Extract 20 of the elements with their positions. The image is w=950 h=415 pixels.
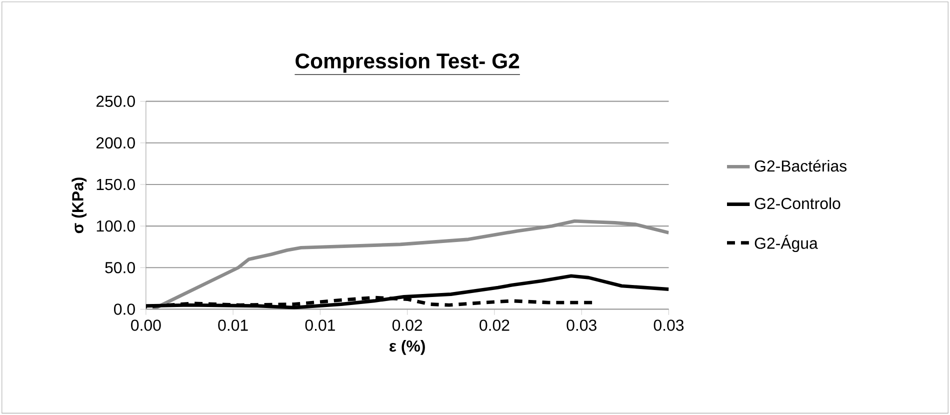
y-tick-label: 100.0: [96, 220, 135, 232]
y-tick-label: 250.0: [96, 96, 135, 107]
x-tick-label: 0.02: [480, 320, 510, 331]
x-tick-label: 0.01: [305, 320, 335, 331]
chart-title: Compression Test- G2: [296, 52, 520, 73]
legend-label: G2-Controlo: [754, 197, 840, 210]
x-tick-label: 0.03: [566, 320, 596, 331]
x-axis-title: ε (%): [390, 340, 425, 355]
line-series: [151, 219, 669, 310]
x-tick-label: 0.00: [131, 320, 161, 331]
y-tick-label: 50.0: [105, 262, 135, 274]
legend-label: G2-Água: [754, 234, 818, 252]
y-tick-label: 200.0: [96, 137, 135, 148]
x-tick-label: 0.01: [218, 320, 248, 331]
y-tick-label: 0.0: [114, 304, 135, 315]
y-axis-title: σ (KPa): [72, 178, 87, 234]
y-tick-label: 150.0: [96, 178, 135, 190]
x-tick-label: 0.02: [392, 320, 422, 331]
x-tick-label: 0.03: [654, 320, 684, 331]
legend-label: G2-Bactérias: [754, 160, 847, 172]
